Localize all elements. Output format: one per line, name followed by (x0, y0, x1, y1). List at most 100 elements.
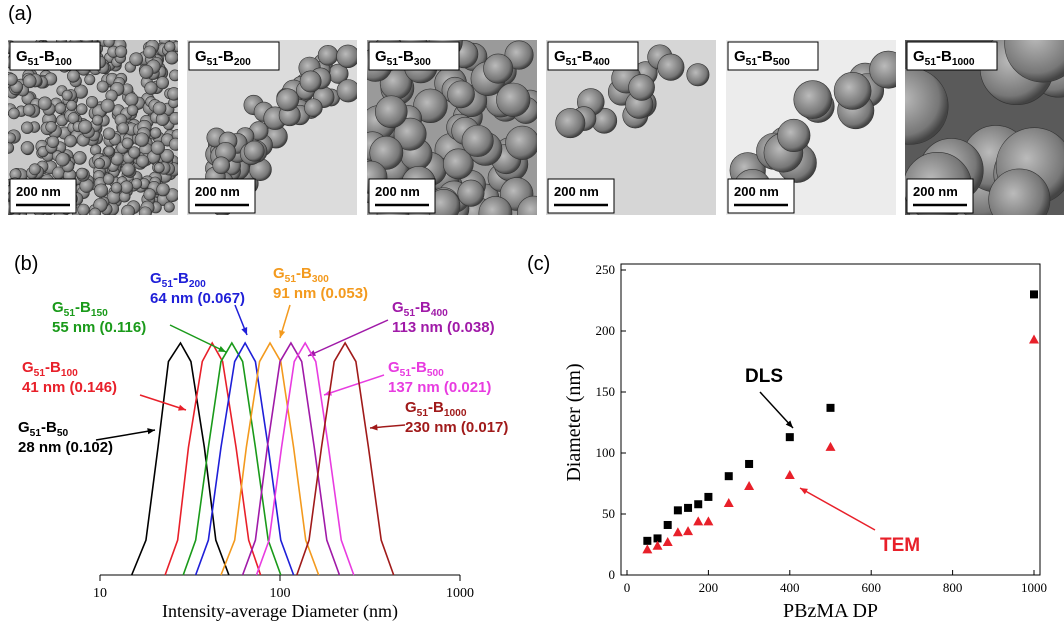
label-box (188, 41, 280, 71)
x-tick-label: 800 (943, 580, 963, 595)
scale-box (906, 178, 974, 214)
x-tick-label: 1000 (446, 586, 474, 601)
particle (375, 95, 408, 128)
x-axis-label: PBzMA DP (783, 600, 878, 622)
scale-text: 200 nm (913, 184, 958, 199)
particle (22, 74, 37, 89)
series-annotation: TEM (880, 535, 920, 556)
distribution-curve (164, 341, 262, 576)
label-part: -B (39, 48, 55, 65)
particle (21, 121, 34, 134)
arrow (323, 374, 385, 396)
size-annotation: 64 nm (0.067) (150, 290, 245, 307)
scale-box (547, 178, 615, 214)
point (684, 503, 693, 512)
point (673, 506, 682, 515)
label-part: 51 (285, 274, 297, 285)
particle (20, 141, 35, 155)
particle (461, 124, 494, 157)
sample-label: G51-B100 (16, 48, 72, 68)
tem-image: 200 nm (905, 40, 1064, 215)
particle (413, 88, 448, 123)
label-part: 51 (404, 308, 416, 319)
tem-image: 200 nm (8, 40, 178, 215)
label-part: G (273, 265, 285, 282)
label-part: 400 (593, 57, 610, 68)
y-tick-label: 200 (596, 323, 616, 338)
point (744, 480, 755, 490)
label-box (727, 41, 819, 71)
particle (136, 154, 150, 168)
label-part: G (22, 359, 34, 376)
particle (85, 96, 99, 109)
scale-box (9, 178, 77, 214)
particle (165, 50, 178, 65)
particle (117, 122, 130, 135)
particle (169, 137, 178, 151)
sample-label: G51-B150 (52, 299, 108, 319)
particle (61, 89, 73, 101)
sample-label: G51-B1000 (913, 48, 975, 68)
particle (102, 127, 116, 140)
particle (124, 92, 139, 107)
particle (126, 104, 139, 116)
particle (94, 183, 109, 198)
label-part: G (52, 299, 64, 316)
sample-label: G51-B400 (554, 48, 610, 68)
label-part: G (734, 48, 746, 65)
x-tick-label: 400 (780, 580, 800, 595)
point (652, 540, 663, 550)
sample-label: G51-B200 (195, 48, 251, 68)
particle (447, 80, 475, 109)
particle (299, 70, 322, 93)
label-part: 51 (207, 57, 219, 68)
label-box (9, 41, 101, 71)
particle (153, 162, 165, 174)
label-part: -B (41, 419, 57, 436)
y-axis-label: Diameter (nm) (563, 363, 585, 481)
point (663, 520, 672, 529)
point (643, 536, 652, 545)
arrow (799, 487, 876, 531)
scale-box (188, 178, 256, 214)
particle (483, 53, 514, 84)
point (693, 516, 704, 526)
size-annotation: 41 nm (0.146) (22, 379, 117, 396)
particle (110, 182, 123, 194)
point (825, 441, 836, 451)
panel-label: (b) (14, 253, 38, 275)
particle (442, 148, 474, 180)
particle (156, 182, 170, 197)
label-part: G (405, 399, 417, 416)
label-part: 400 (431, 308, 448, 319)
label-part: 1000 (952, 57, 975, 68)
particle (336, 79, 357, 103)
label-part: 51 (162, 279, 174, 290)
particle (212, 156, 231, 175)
label-part: 500 (427, 368, 444, 379)
x-tick-label: 0 (624, 580, 631, 595)
label-part: G (388, 359, 400, 376)
sample-label: G51-B50 (18, 419, 69, 439)
label-part: G (18, 419, 30, 436)
distribution-curve (182, 341, 282, 576)
point (1029, 334, 1039, 344)
particle (76, 167, 88, 180)
particle (8, 107, 20, 120)
particle (55, 152, 70, 167)
tem-image: 200 nm (187, 40, 357, 215)
size-annotation: 28 nm (0.102) (18, 439, 113, 456)
particle (45, 121, 57, 133)
distribution-curve (241, 341, 341, 576)
particle (793, 80, 833, 119)
label-part: -B (398, 48, 414, 65)
arrow-head (370, 424, 378, 431)
particle (8, 73, 18, 86)
label-part: 1000 (444, 408, 467, 419)
particle (505, 125, 537, 160)
sample-label: G51-B300 (375, 48, 431, 68)
particle (686, 63, 710, 87)
label-box (906, 41, 998, 71)
label-part: 51 (28, 57, 40, 68)
sample-label: G51-B500 (388, 359, 444, 379)
